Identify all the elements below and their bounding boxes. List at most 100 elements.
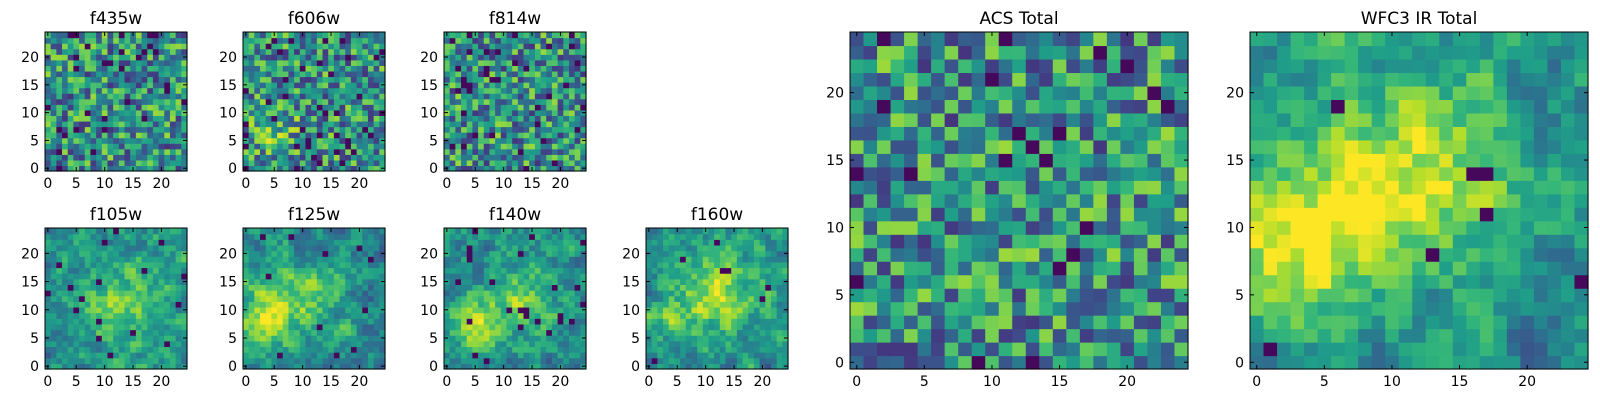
heatmap-cell xyxy=(461,340,468,348)
heatmap-cell xyxy=(322,159,329,167)
heatmap-cell xyxy=(158,59,165,66)
heatmap-cell xyxy=(130,76,137,83)
heatmap-cell xyxy=(478,244,485,252)
heatmap-cell xyxy=(79,132,86,139)
heatmap-cell xyxy=(45,70,52,78)
heatmap-cell xyxy=(56,76,63,83)
heatmap-cell xyxy=(124,261,131,269)
heatmap-cell xyxy=(107,76,114,83)
heatmap-cell xyxy=(316,76,324,83)
heatmap-cell xyxy=(466,346,473,353)
heatmap-cell xyxy=(770,239,778,246)
heatmap-cell xyxy=(373,109,380,116)
heatmap-cell xyxy=(339,109,346,116)
heatmap-cell xyxy=(322,306,329,314)
heatmap-cell xyxy=(107,115,114,122)
heatmap-cell xyxy=(1133,355,1149,370)
heatmap-cell xyxy=(759,233,766,240)
heatmap-cell xyxy=(748,233,755,240)
heatmap-cell xyxy=(759,256,766,263)
heatmap-cell xyxy=(56,273,63,280)
heatmap-cell xyxy=(67,239,74,246)
heatmap-cell xyxy=(1025,288,1040,303)
heatmap-cell xyxy=(294,93,301,100)
heatmap-cell xyxy=(328,76,335,83)
heatmap-cell xyxy=(540,363,547,370)
heatmap-cell xyxy=(73,352,80,359)
heatmap-cell xyxy=(362,87,369,94)
heatmap-cell xyxy=(181,329,188,336)
heatmap-cell xyxy=(311,137,318,144)
heatmap-cell xyxy=(328,98,335,105)
heatmap-cell xyxy=(512,104,519,111)
heatmap-cell xyxy=(719,357,727,364)
heatmap-cell xyxy=(299,278,307,285)
heatmap-cell xyxy=(708,346,715,353)
heatmap-cell xyxy=(67,54,74,61)
heatmap-cell xyxy=(130,267,137,274)
heatmap-cell xyxy=(461,93,468,100)
heatmap-cell xyxy=(96,132,103,139)
heatmap-cell xyxy=(73,290,80,297)
heatmap-cell xyxy=(568,109,576,116)
heatmap-cell xyxy=(124,312,131,319)
heatmap-cell xyxy=(265,244,272,252)
heatmap-cell xyxy=(753,306,761,314)
heatmap-cell xyxy=(350,250,358,257)
heatmap-cell xyxy=(478,159,485,167)
heatmap-cell xyxy=(478,76,485,83)
heatmap-cell xyxy=(551,98,559,105)
heatmap-cell xyxy=(472,335,479,342)
heatmap-cell xyxy=(333,98,341,105)
heatmap-cell xyxy=(248,306,255,314)
heatmap-cell xyxy=(449,48,456,55)
heatmap-cell xyxy=(714,267,721,274)
heatmap-cell xyxy=(546,37,553,44)
heatmap-cell xyxy=(164,159,171,167)
heatmap-cell xyxy=(101,278,109,285)
heatmap-cell xyxy=(668,267,675,274)
heatmap-cell xyxy=(551,295,559,302)
heatmap-cell xyxy=(56,346,63,353)
heatmap-cell xyxy=(455,82,462,89)
heatmap-cell xyxy=(574,54,581,61)
heatmap-cell xyxy=(282,228,290,235)
heatmap-cell xyxy=(1120,261,1135,276)
heatmap-cell xyxy=(483,323,491,331)
heatmap-cell xyxy=(557,267,564,274)
heatmap-cell xyxy=(345,115,352,122)
heatmap-cell xyxy=(56,32,63,39)
heatmap-cell xyxy=(56,318,63,325)
heatmap-cell xyxy=(271,312,278,319)
y-tick-label: 5 xyxy=(631,331,640,347)
heatmap-cell xyxy=(50,267,57,274)
heatmap-cell xyxy=(107,352,114,359)
heatmap-cell xyxy=(164,256,171,263)
heatmap-cell xyxy=(517,104,525,111)
heatmap-cell xyxy=(350,43,358,50)
heatmap-cell xyxy=(753,278,761,285)
heatmap-cell xyxy=(563,284,570,291)
heatmap-cell xyxy=(299,87,307,94)
heatmap-cell xyxy=(118,306,126,314)
heatmap-cell xyxy=(580,120,587,128)
heatmap-cell xyxy=(288,306,295,314)
heatmap-cell xyxy=(265,154,272,161)
heatmap-cell xyxy=(339,295,346,302)
heatmap-cell xyxy=(529,250,536,257)
heatmap-cell xyxy=(725,228,732,235)
heatmap-cell xyxy=(248,143,255,150)
x-tick-label: 5 xyxy=(673,374,682,390)
heatmap-cell xyxy=(50,87,57,94)
heatmap-cell xyxy=(580,43,587,50)
heatmap-cell xyxy=(288,261,295,269)
heatmap-cell xyxy=(175,126,182,133)
heatmap-cell xyxy=(362,278,369,285)
heatmap-cell xyxy=(277,82,284,89)
heatmap-cell xyxy=(500,148,508,155)
heatmap-cell xyxy=(62,318,69,325)
heatmap-cell xyxy=(322,312,329,319)
heatmap-cell xyxy=(107,48,114,55)
heatmap-cell xyxy=(534,301,542,308)
heatmap-cell xyxy=(152,132,160,139)
